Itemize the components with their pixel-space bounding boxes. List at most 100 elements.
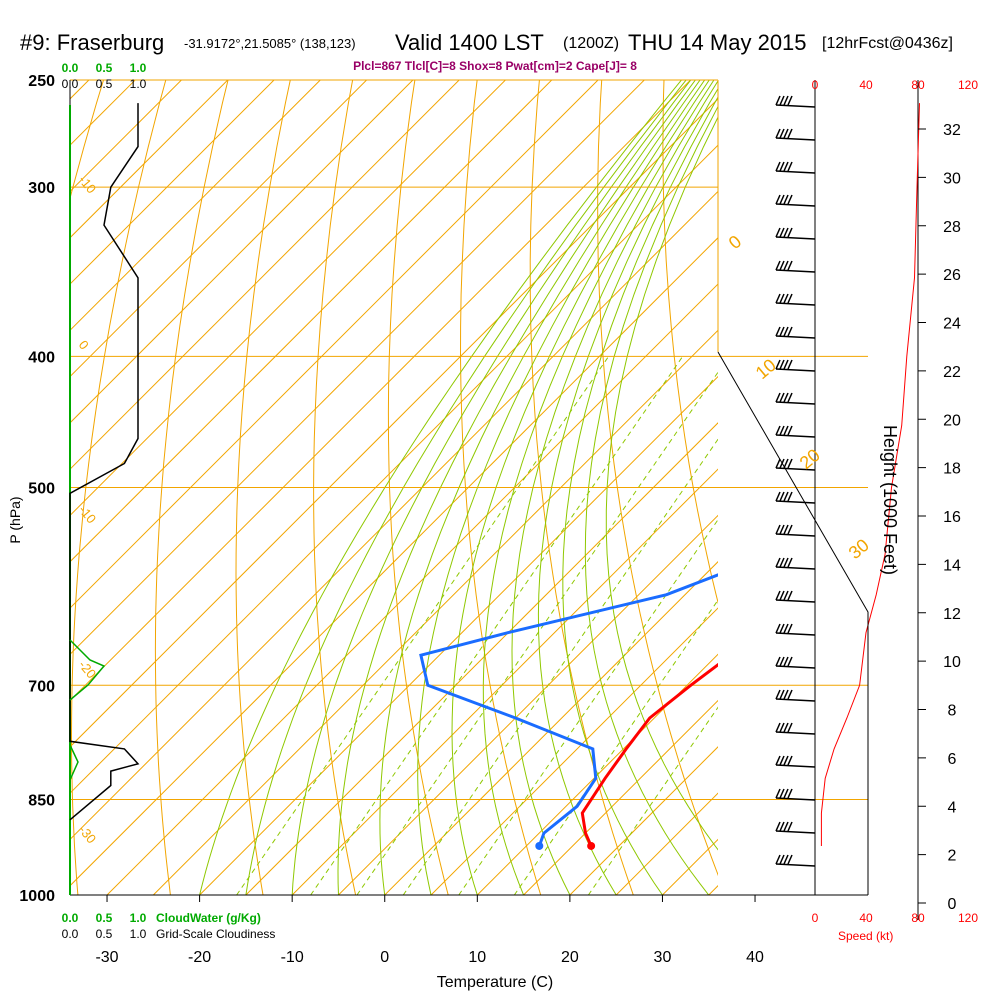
station-coords: -31.9172°,21.5085° (138,123) <box>184 36 356 51</box>
cloudwater-tick-top: 0.5 <box>96 61 113 75</box>
dry-adiabat-line <box>154 80 229 895</box>
wind-barb-flag <box>787 854 793 865</box>
height-tick-label: 14 <box>943 557 961 574</box>
isotherm-line <box>70 80 136 146</box>
speed-tick-top: 120 <box>958 78 978 92</box>
isotherm-line <box>245 422 718 895</box>
wind-barb-flag <box>775 326 781 337</box>
speed-tick-bottom: 40 <box>859 911 873 925</box>
cloudwater-tick-top: 0.0 <box>62 61 79 75</box>
wind-barb-flag <box>783 524 789 535</box>
height-tick-label: 32 <box>943 122 961 139</box>
wind-barb-flag <box>783 755 789 766</box>
wind-barb-flag <box>783 293 789 304</box>
speed-tick-top: 40 <box>859 78 873 92</box>
wind-barb-flag <box>783 260 789 271</box>
speed-tick-bottom: 120 <box>958 911 978 925</box>
wind-barb-flag <box>779 425 785 436</box>
wind-barb-flag <box>783 557 789 568</box>
wind-barb-flag <box>787 722 793 733</box>
pressure-tick-label: 1000 <box>19 888 55 905</box>
wind-barb-flag <box>783 95 789 106</box>
pressure-tick-label: 300 <box>28 180 55 197</box>
wind-barb-flag <box>787 524 793 535</box>
wind-speed-line <box>820 103 920 846</box>
wind-barb-flag <box>783 656 789 667</box>
wind-barb-flag <box>783 854 789 865</box>
wind-barb <box>775 863 816 867</box>
wind-barb-flag <box>775 788 781 799</box>
isotherm-label: 10 <box>752 355 780 383</box>
pressure-tick-label: 400 <box>28 349 55 366</box>
isotherm-label: 30 <box>845 535 873 563</box>
wind-barb <box>775 269 816 273</box>
wind-barb-flag <box>779 392 785 403</box>
wind-barb-flag <box>783 491 789 502</box>
isotherm-line <box>70 98 718 748</box>
wind-barb-flag <box>779 722 785 733</box>
cloudwater-tick-bottom: 0.0 <box>62 911 79 925</box>
wind-barb-flag <box>775 656 781 667</box>
moist-adiabat-line <box>245 80 687 895</box>
wind-barb-flag <box>787 227 793 238</box>
wind-barb-flag <box>783 392 789 403</box>
wind-barb-flag <box>775 623 781 634</box>
height-tick-label: 26 <box>943 267 961 284</box>
speed-tick-bottom: 0 <box>812 911 819 925</box>
isotherm-label: 0 <box>725 231 746 253</box>
wind-barb-flag <box>775 161 781 172</box>
wind-barb-flag <box>779 260 785 271</box>
wind-barb-flag <box>779 689 785 700</box>
wind-barb-flag <box>779 524 785 535</box>
x-tick-label: -20 <box>188 949 211 966</box>
cloudiness-tick-top: 0.5 <box>96 77 113 91</box>
wind-barb-flag <box>787 557 793 568</box>
mixing-ratio-label: 12 <box>511 901 527 917</box>
moist-adiabat-line <box>291 80 692 895</box>
cloud-isotherm-label: -20 <box>76 657 100 681</box>
station-title: #9: Fraserburg <box>20 30 164 55</box>
wind-barb-flag <box>787 128 793 139</box>
mixing-ratio-line <box>513 599 718 895</box>
isotherm-line <box>70 80 368 378</box>
wind-barb-flag <box>783 821 789 832</box>
wind-barb-flag <box>775 392 781 403</box>
pressure-tick-label: 250 <box>28 73 55 90</box>
wind-barb-flag <box>783 590 789 601</box>
isotherm-line <box>755 0 1000 895</box>
dry-adiabat-line <box>313 80 357 895</box>
isotherm-line <box>70 144 718 794</box>
wind-barb <box>775 566 816 570</box>
wind-barb-flag <box>787 788 793 799</box>
dewpoint-surface-point <box>535 841 544 850</box>
wind-barb-flag <box>779 821 785 832</box>
wind-barb-flag <box>787 293 793 304</box>
wind-barb <box>775 467 816 471</box>
wind-barb-flag <box>779 557 785 568</box>
dry-adiabat-line <box>71 80 167 895</box>
wind-barb-flag <box>775 458 781 469</box>
valid-date: THU 14 May 2015 <box>628 30 807 55</box>
dry-adiabat-line <box>597 80 718 877</box>
wind-barb-flag <box>787 194 793 205</box>
wind-barb-flag <box>779 128 785 139</box>
isobar-lines <box>70 79 868 896</box>
x-tick-label: -10 <box>281 949 304 966</box>
isotherm-line <box>384 561 718 895</box>
mixing-ratio-label: 3 <box>351 901 359 917</box>
wind-barb <box>775 170 816 174</box>
mixing-ratio-line <box>402 438 718 895</box>
moist-adiabat-line <box>562 96 718 895</box>
height-tick-label: 30 <box>943 170 961 187</box>
wind-barb <box>775 830 816 834</box>
mixing-ratio-label: 20 <box>587 901 603 917</box>
isotherm-line <box>70 80 553 563</box>
cloudiness-tick-bottom: 0.0 <box>62 927 79 941</box>
x-tick-label: 40 <box>746 949 764 966</box>
mixing-ratio-label: 2 <box>303 901 311 917</box>
wind-barb-flag <box>779 590 785 601</box>
cloudwater-bump <box>69 744 79 781</box>
cloudiness-label: Grid-Scale Cloudiness <box>156 927 275 941</box>
isotherm-line <box>70 80 507 517</box>
wind-barb-flag <box>775 755 781 766</box>
